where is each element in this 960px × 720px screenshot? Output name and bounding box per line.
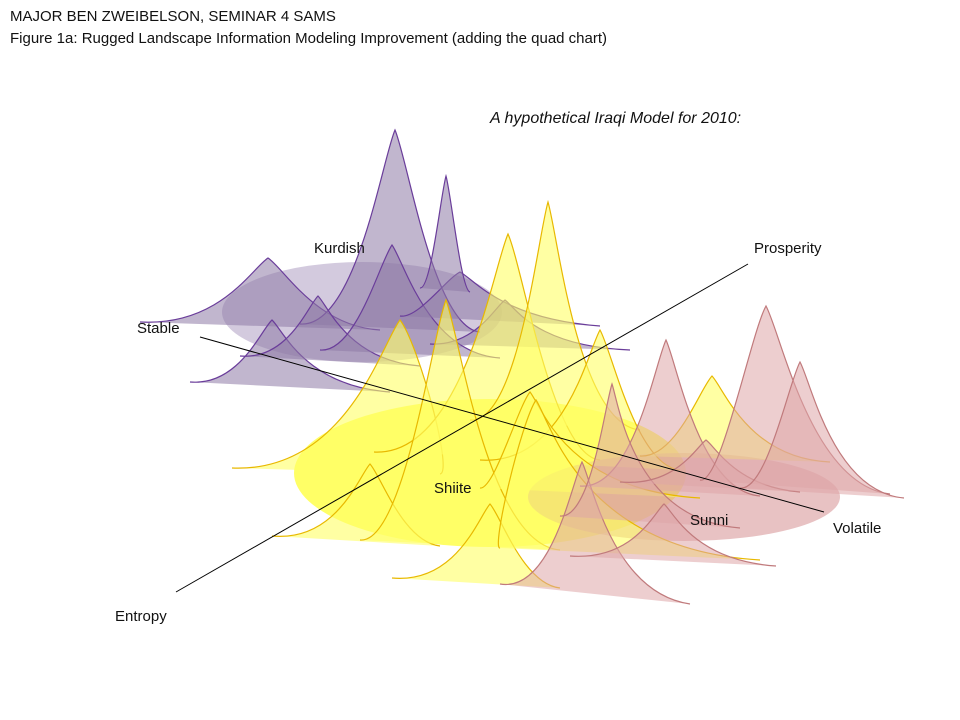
model-caption: A hypothetical Iraqi Model for 2010: bbox=[490, 110, 742, 127]
label-prosperity: Prosperity bbox=[754, 240, 822, 257]
label-kurdish: Kurdish bbox=[314, 240, 365, 257]
sunni-peak bbox=[739, 360, 905, 499]
figure-caption: Figure 1a: Rugged Landscape Information … bbox=[10, 30, 608, 47]
header-title: MAJOR BEN ZWEIBELSON, SEMINAR 4 SAMS bbox=[10, 8, 336, 25]
sunni-peak bbox=[569, 503, 777, 567]
label-shiite: Shiite bbox=[434, 480, 472, 497]
peaks-layer bbox=[139, 128, 905, 605]
label-sunni: Sunni bbox=[690, 512, 729, 529]
stable-volatile-axis bbox=[199, 336, 825, 513]
kurdish-peak bbox=[419, 173, 471, 293]
label-stable: Stable bbox=[137, 320, 180, 337]
label-volatile: Volatile bbox=[833, 520, 882, 537]
prosperity-entropy-axis bbox=[175, 263, 749, 593]
label-entropy: Entropy bbox=[115, 608, 167, 625]
sunni-peak bbox=[559, 382, 741, 529]
shiite-peak bbox=[359, 298, 561, 551]
header: MAJOR BEN ZWEIBELSON, SEMINAR 4 SAMS Fig… bbox=[10, 6, 607, 50]
shiite-peak bbox=[391, 503, 561, 589]
sunni-peak bbox=[499, 460, 691, 605]
